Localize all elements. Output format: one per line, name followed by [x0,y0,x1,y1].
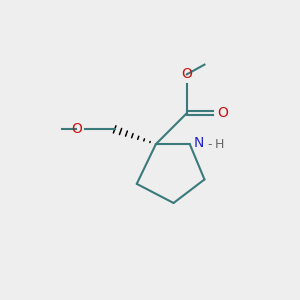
Text: O: O [182,67,192,81]
Text: -: - [207,138,212,151]
Text: H: H [214,138,224,151]
Text: O: O [71,122,82,136]
Text: N: N [193,136,204,150]
Text: O: O [217,106,228,120]
